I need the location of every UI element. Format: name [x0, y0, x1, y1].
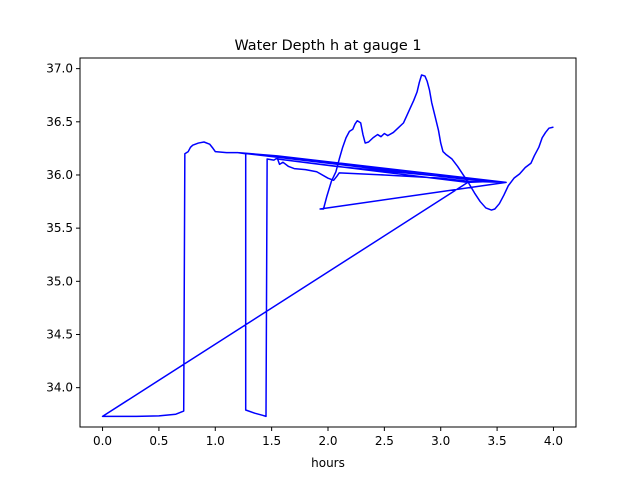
x-tick-label: 4.0	[544, 434, 563, 448]
y-axis-ticks: 34.0 34.5 35.0 35.5 36.0 36.5 37.0	[46, 62, 80, 395]
x-tick-label: 2.0	[318, 434, 337, 448]
x-tick-label: 2.5	[375, 434, 394, 448]
x-axis-ticks: 0.0 0.5 1.0 1.5 2.0 2.5 3.0 3.5 4.0	[93, 427, 563, 448]
y-tick-label: 36.0	[46, 168, 73, 182]
x-tick-label: 3.5	[488, 434, 507, 448]
x-tick-label: 1.0	[206, 434, 225, 448]
series-line-1	[101, 74, 554, 418]
y-tick-label: 35.5	[46, 221, 73, 235]
x-tick-label: 3.0	[431, 434, 450, 448]
x-tick-label: 0.0	[93, 434, 112, 448]
y-tick-label: 34.5	[46, 327, 73, 341]
chart-title: Water Depth h at gauge 1	[234, 38, 421, 54]
y-tick-label: 34.0	[46, 381, 73, 395]
x-tick-label: 0.5	[149, 434, 168, 448]
y-tick-label: 35.0	[46, 274, 73, 288]
y-tick-label: 36.5	[46, 115, 73, 129]
series-group	[101, 74, 554, 418]
x-axis-label: hours	[311, 456, 345, 470]
x-tick-label: 1.5	[262, 434, 281, 448]
y-tick-label: 37.0	[46, 62, 73, 76]
